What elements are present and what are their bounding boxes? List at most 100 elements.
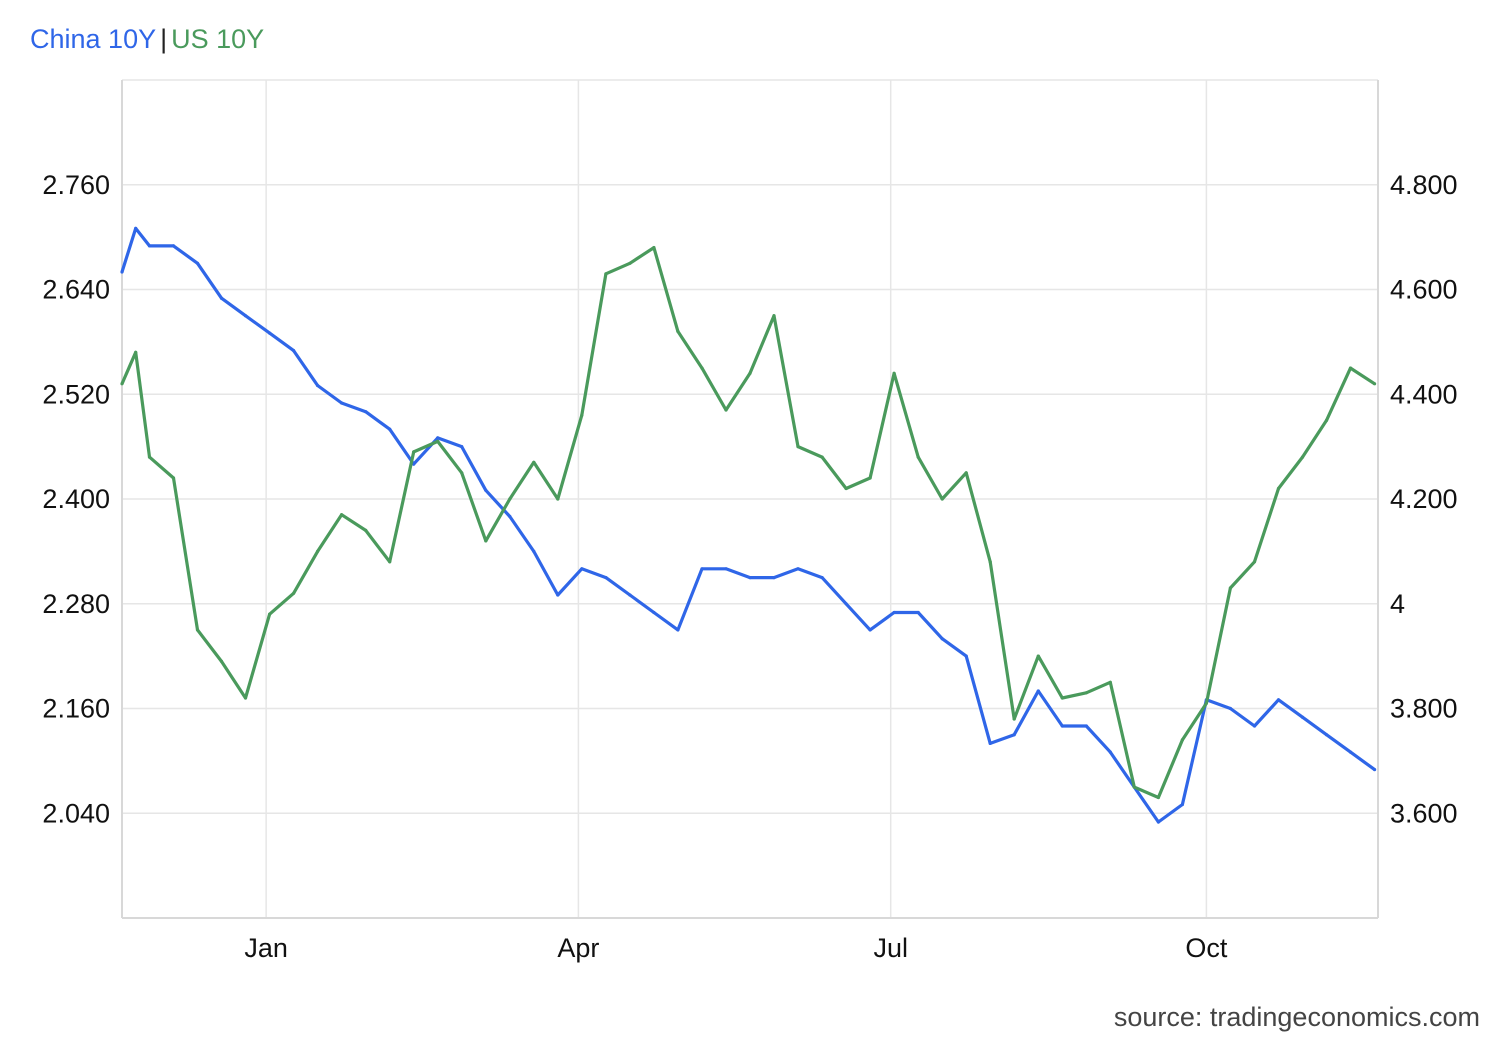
data-point-us-10y bbox=[268, 612, 272, 616]
data-point-us-10y bbox=[436, 439, 440, 443]
data-point-us-10y bbox=[1156, 795, 1160, 800]
data-point-us-10y bbox=[580, 413, 584, 417]
data-point-china-10y bbox=[604, 576, 608, 580]
data-point-us-10y bbox=[940, 497, 944, 501]
data-point-us-10y bbox=[292, 591, 296, 595]
data-point-china-10y bbox=[1156, 820, 1160, 824]
data-point-china-10y bbox=[243, 314, 248, 318]
data-point-us-10y bbox=[1204, 701, 1208, 705]
data-point-china-10y bbox=[147, 244, 152, 248]
data-point-us-10y bbox=[1228, 586, 1232, 590]
y-right-tick-label: 3.800 bbox=[1390, 694, 1458, 724]
data-point-us-10y bbox=[171, 476, 176, 480]
data-point-china-10y bbox=[1012, 733, 1016, 737]
data-point-us-10y bbox=[1036, 654, 1040, 658]
y-right-tick-label: 4 bbox=[1390, 589, 1405, 619]
data-point-china-10y bbox=[1180, 802, 1184, 807]
data-point-us-10y bbox=[772, 314, 776, 318]
data-point-us-10y bbox=[316, 549, 320, 554]
data-point-china-10y bbox=[628, 593, 632, 597]
data-point-china-10y bbox=[652, 610, 656, 615]
x-tick-label: Oct bbox=[1185, 933, 1228, 963]
data-point-china-10y bbox=[724, 567, 728, 571]
legend-us-10y[interactable]: US 10Y bbox=[171, 24, 265, 54]
data-point-us-10y bbox=[1180, 738, 1184, 742]
data-point-us-10y bbox=[1252, 560, 1257, 564]
series-line-china-10y bbox=[120, 226, 1376, 824]
y-left-tick-label: 2.520 bbox=[42, 379, 110, 409]
y-right-tick-label: 3.600 bbox=[1390, 798, 1458, 828]
data-point-us-10y bbox=[1276, 486, 1281, 491]
data-point-china-10y bbox=[412, 462, 416, 466]
data-point-china-10y bbox=[844, 602, 848, 606]
data-point-china-10y bbox=[460, 445, 464, 449]
data-point-china-10y bbox=[748, 576, 752, 580]
data-point-us-10y bbox=[844, 486, 848, 491]
data-point-china-10y bbox=[1276, 698, 1281, 702]
source-attribution: source: tradingeconomics.com bbox=[1113, 1002, 1480, 1032]
y-right-tick-label: 4.200 bbox=[1390, 484, 1458, 514]
data-point-us-10y bbox=[195, 628, 200, 632]
data-point-us-10y bbox=[1060, 696, 1064, 700]
x-tick-label: Jul bbox=[873, 933, 908, 963]
y-left-tick-label: 2.160 bbox=[42, 694, 110, 724]
data-point-china-10y bbox=[364, 410, 368, 414]
data-point-us-10y bbox=[243, 696, 248, 700]
data-point-china-10y bbox=[508, 514, 512, 519]
data-point-china-10y bbox=[171, 244, 176, 248]
data-point-us-10y bbox=[412, 450, 416, 454]
data-point-china-10y bbox=[1228, 706, 1232, 711]
data-point-china-10y bbox=[316, 383, 320, 388]
data-point-china-10y bbox=[268, 331, 272, 335]
data-point-china-10y bbox=[580, 567, 584, 571]
data-point-china-10y bbox=[964, 654, 968, 658]
data-point-china-10y bbox=[556, 593, 560, 597]
legend-separator: | bbox=[160, 24, 168, 54]
data-point-china-10y bbox=[700, 567, 704, 571]
data-point-us-10y bbox=[916, 455, 920, 459]
y-left-tick-label: 2.760 bbox=[42, 170, 110, 200]
data-point-us-10y bbox=[1084, 691, 1088, 695]
data-point-china-10y bbox=[868, 628, 872, 632]
data-point-china-10y bbox=[532, 549, 536, 554]
data-point-us-10y bbox=[892, 371, 896, 375]
data-point-china-10y bbox=[820, 576, 824, 580]
data-point-us-10y bbox=[868, 476, 872, 480]
data-point-us-10y bbox=[676, 329, 680, 333]
data-point-china-10y bbox=[796, 567, 800, 571]
data-point-us-10y bbox=[1132, 785, 1136, 789]
data-point-china-10y bbox=[1060, 724, 1064, 728]
data-point-china-10y bbox=[916, 610, 920, 615]
data-point-us-10y bbox=[1108, 680, 1112, 684]
y-right-tick-label: 4.800 bbox=[1390, 170, 1458, 200]
data-point-us-10y bbox=[820, 455, 824, 459]
data-point-china-10y bbox=[1036, 689, 1040, 693]
data-point-us-10y bbox=[532, 460, 536, 464]
data-point-us-10y bbox=[700, 366, 704, 370]
x-tick-label: Jan bbox=[244, 933, 288, 963]
data-point-china-10y bbox=[1252, 724, 1257, 728]
data-point-china-10y bbox=[1373, 768, 1377, 772]
y-right-tick-label: 4.400 bbox=[1390, 379, 1458, 409]
data-point-us-10y bbox=[964, 471, 968, 475]
data-point-china-10y bbox=[195, 261, 200, 265]
data-point-us-10y bbox=[724, 408, 728, 412]
data-point-china-10y bbox=[988, 741, 992, 746]
data-point-us-10y bbox=[796, 445, 800, 449]
data-point-us-10y bbox=[147, 455, 152, 459]
y-left-tick-label: 2.400 bbox=[42, 484, 110, 514]
data-point-china-10y bbox=[292, 349, 296, 353]
data-point-us-10y bbox=[604, 272, 608, 276]
data-point-china-10y bbox=[772, 576, 776, 580]
data-point-us-10y bbox=[1348, 366, 1353, 370]
y-left-tick-label: 2.280 bbox=[42, 589, 110, 619]
series-line-us-10y bbox=[120, 246, 1376, 800]
data-point-us-10y bbox=[652, 246, 656, 250]
y-left-tick-label: 2.040 bbox=[42, 798, 110, 828]
data-point-china-10y bbox=[1300, 715, 1305, 719]
y-left-tick-label: 2.640 bbox=[42, 275, 110, 305]
data-point-us-10y bbox=[340, 513, 344, 517]
data-point-us-10y bbox=[388, 560, 392, 564]
legend-china-10y[interactable]: China 10Y bbox=[30, 24, 157, 54]
data-point-china-10y bbox=[219, 296, 224, 300]
